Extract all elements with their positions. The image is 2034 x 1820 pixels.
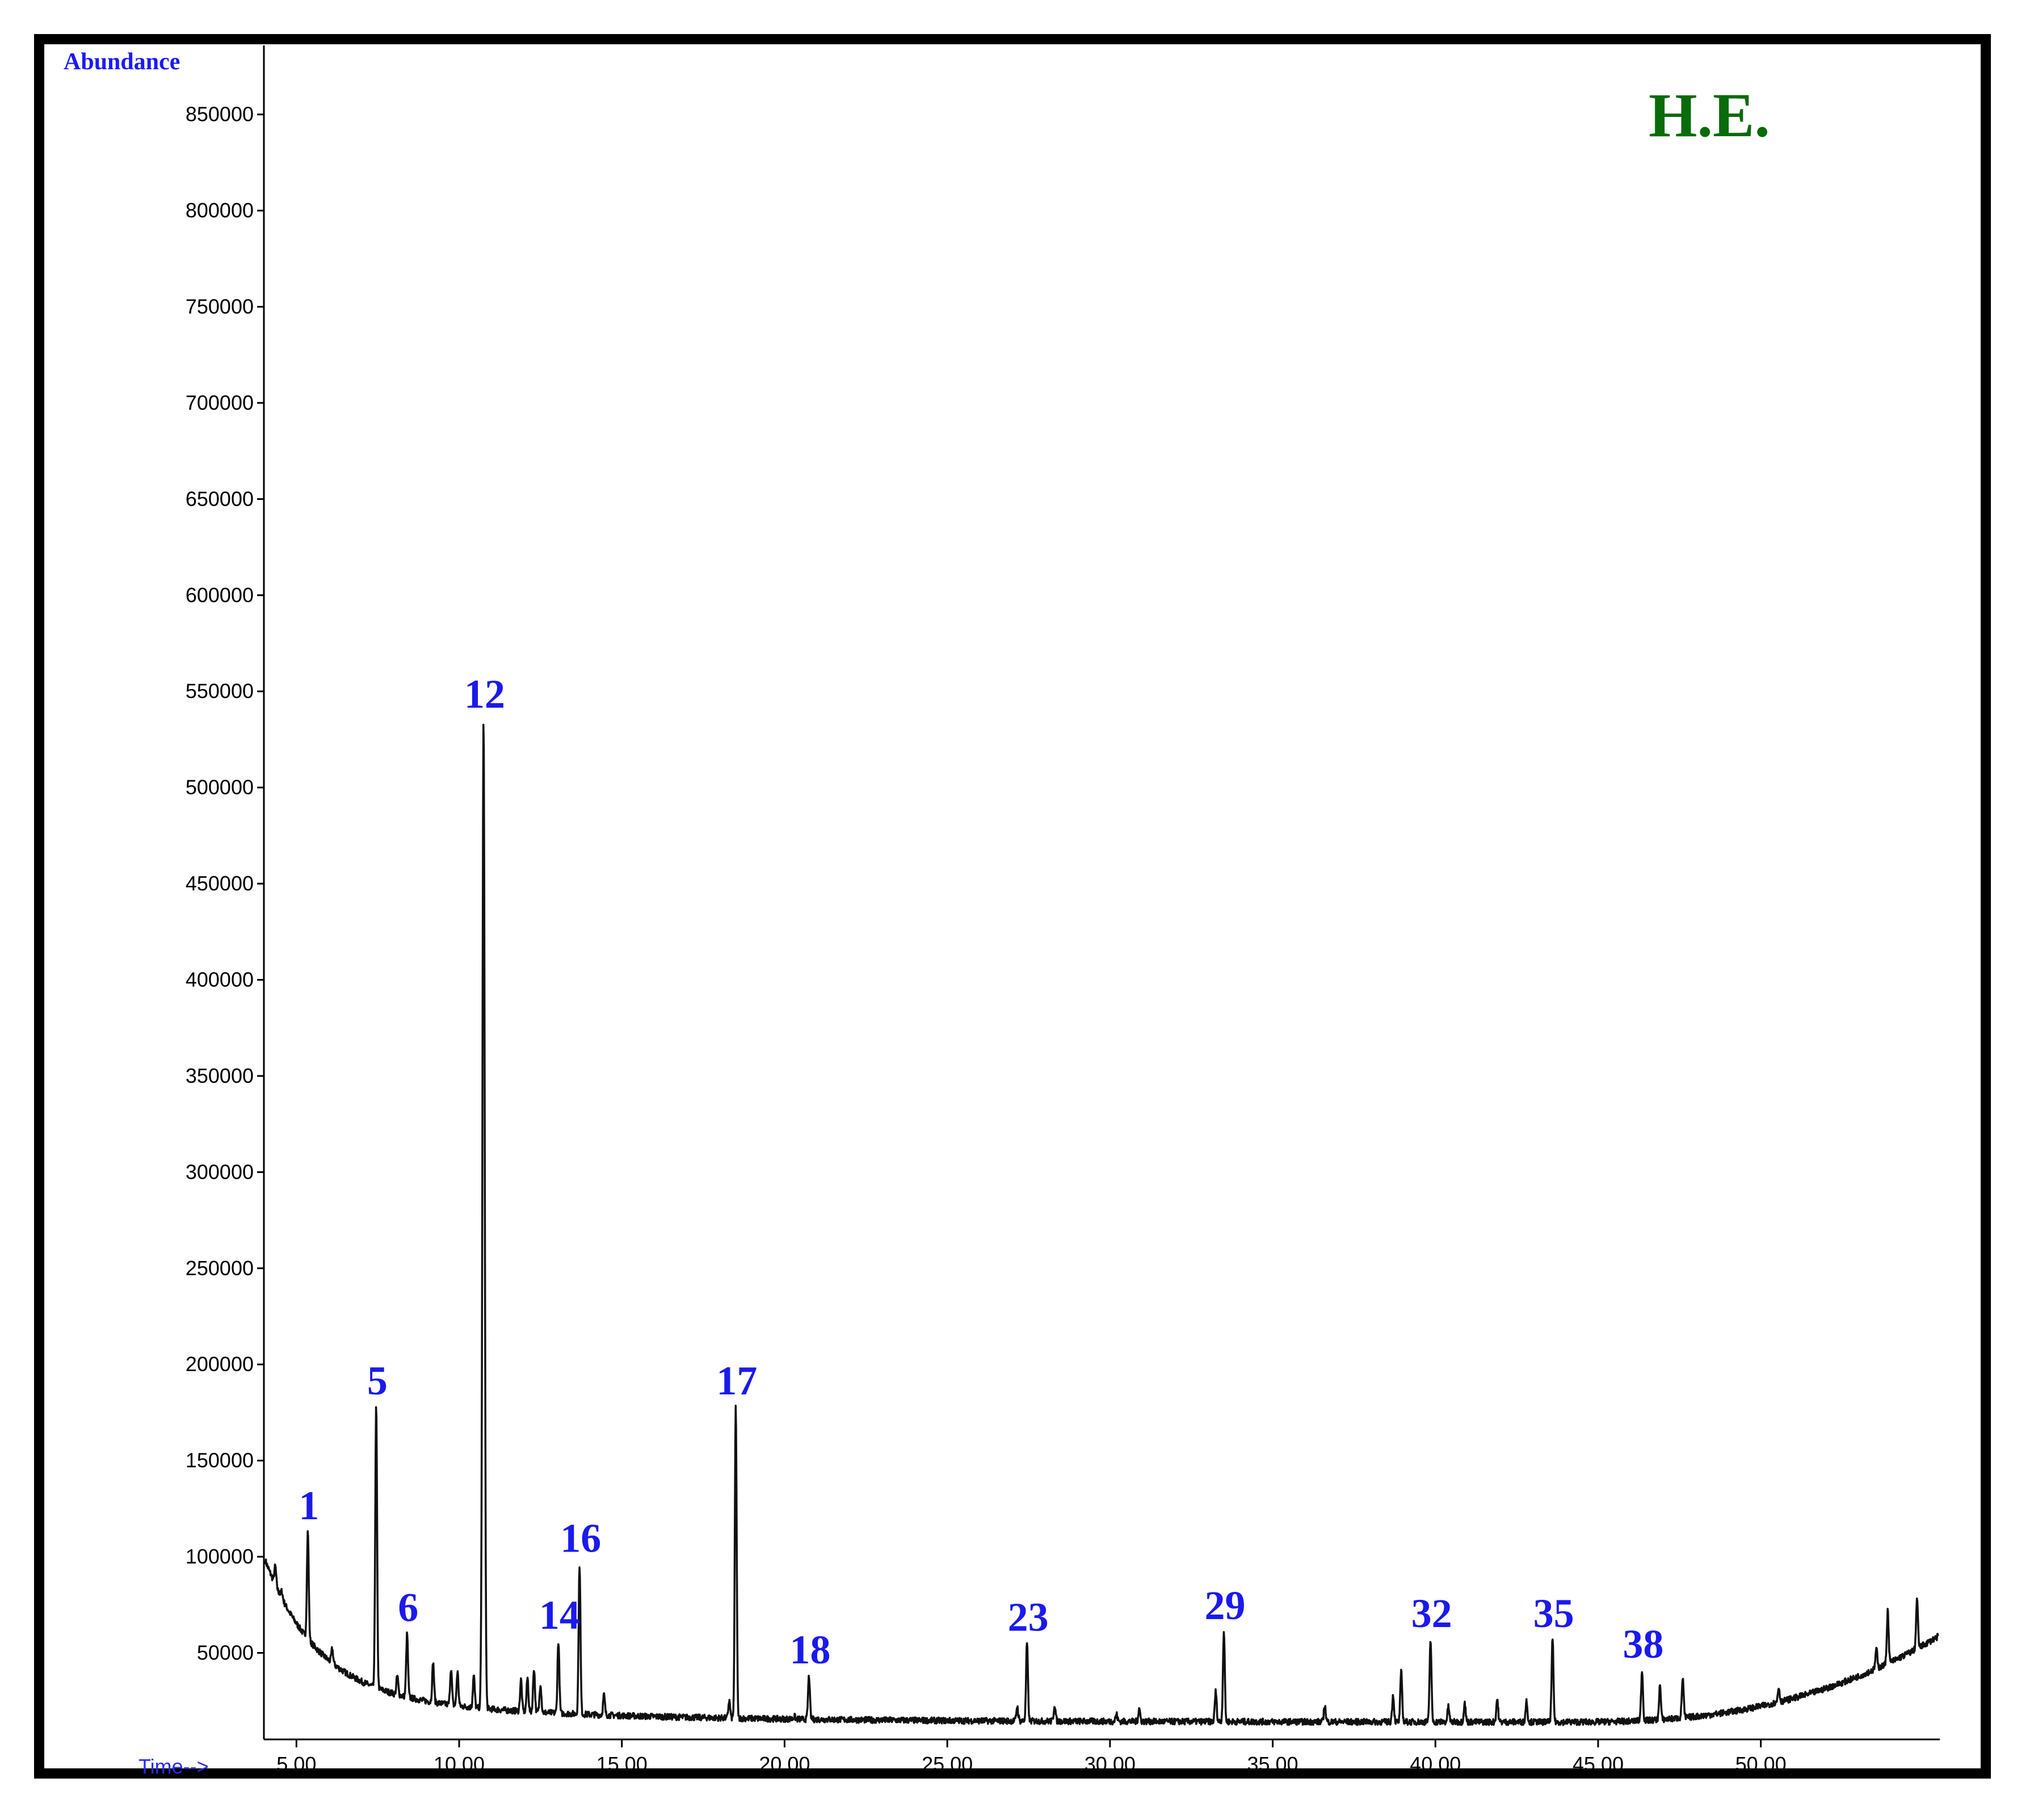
x-tick-label: 25.00 xyxy=(922,1752,973,1776)
y-tick-label: 700000 xyxy=(186,391,254,414)
x-axis-title: Time--> xyxy=(138,1755,209,1778)
y-tick-label: 150000 xyxy=(186,1449,254,1472)
sample-tag: H.E. xyxy=(1649,81,1770,150)
x-tick-label: 30.00 xyxy=(1085,1752,1136,1776)
y-axis-ticks: 50000 100000 150000 200000 250000 300000 35000… xyxy=(186,103,264,1665)
x-tick-label: 20.00 xyxy=(759,1752,810,1776)
peak-label-14: 14 xyxy=(539,1592,580,1638)
y-axis-title: Abundance xyxy=(64,49,180,75)
x-tick-label: 50.00 xyxy=(1735,1752,1787,1776)
y-tick-label: 550000 xyxy=(186,679,254,703)
peak-label-29: 29 xyxy=(1205,1583,1246,1628)
peak-label-17: 17 xyxy=(716,1358,757,1403)
y-tick-label: 500000 xyxy=(186,776,254,799)
peak-label-23: 23 xyxy=(1008,1595,1049,1640)
y-tick-label: 200000 xyxy=(186,1352,254,1376)
chart-frame xyxy=(34,34,1991,1779)
peak-label-18: 18 xyxy=(789,1627,830,1672)
y-tick-label: 600000 xyxy=(186,583,254,607)
peak-label-1: 1 xyxy=(299,1483,319,1528)
x-tick-label: 45.00 xyxy=(1573,1752,1624,1776)
y-tick-label: 350000 xyxy=(186,1064,254,1087)
peak-label-16: 16 xyxy=(560,1516,601,1561)
x-tick-label: 40.00 xyxy=(1410,1752,1461,1776)
chromatogram-trace xyxy=(264,724,1939,1726)
peak-label-38: 38 xyxy=(1623,1621,1663,1667)
y-tick-label: 450000 xyxy=(186,872,254,895)
peak-label-5: 5 xyxy=(367,1358,388,1403)
x-axis-ticks: 5.00 10.00 15.00 20.00 25.00 30.00 35.00 40.00 4… xyxy=(276,1739,1787,1776)
y-tick-label: 400000 xyxy=(186,968,254,991)
y-tick-label: 850000 xyxy=(186,103,254,126)
x-tick-label: 15.00 xyxy=(596,1752,648,1776)
y-tick-label: 100000 xyxy=(186,1545,254,1568)
peak-labels: 1 5 6 12 14 16 17 18 23 29 32 35 38 xyxy=(299,671,1663,1672)
peak-label-12: 12 xyxy=(464,671,505,717)
x-tick-label: 10.00 xyxy=(434,1752,485,1776)
y-tick-label: 650000 xyxy=(186,487,254,510)
y-tick-label: 50000 xyxy=(197,1641,254,1665)
y-tick-label: 250000 xyxy=(186,1256,254,1280)
y-tick-label: 300000 xyxy=(186,1160,254,1183)
y-tick-label: 750000 xyxy=(186,295,254,318)
peak-label-35: 35 xyxy=(1533,1591,1574,1636)
y-tick-label: 800000 xyxy=(186,199,254,222)
peak-label-32: 32 xyxy=(1411,1591,1452,1636)
x-tick-label: 5.00 xyxy=(276,1752,316,1776)
peak-label-6: 6 xyxy=(398,1585,418,1630)
x-tick-label: 35.00 xyxy=(1247,1752,1298,1776)
